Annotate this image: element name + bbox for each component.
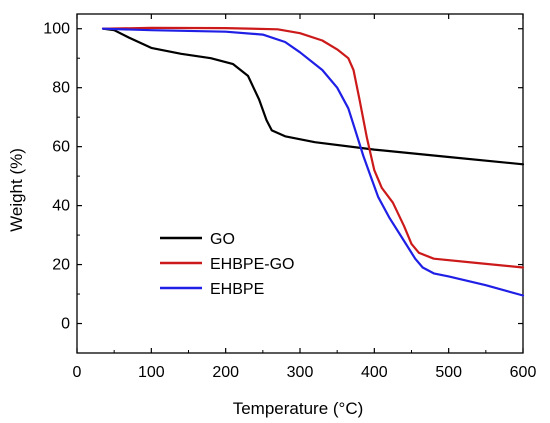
axes-group: 0 100 200 300 400 500 600 0 20 40 60 80 100 — [43, 13, 537, 381]
legend-label-go: GO — [210, 231, 235, 248]
series-group — [101, 26, 525, 297]
plot-frame — [76, 13, 524, 354]
x-tick-label: 300 — [287, 364, 314, 381]
x-tick-label: 100 — [138, 364, 165, 381]
y-tick-label: 40 — [52, 198, 70, 215]
x-tick-label: 0 — [73, 364, 82, 381]
legend-label-ehbpe: EHBPE — [210, 281, 264, 298]
series-line-ehbpe-go — [101, 26, 525, 269]
y-axis-title: Weight (%) — [7, 148, 26, 232]
x-tick-label: 200 — [212, 364, 239, 381]
series-line-go — [101, 27, 525, 166]
x-axis-title: Temperature (°C) — [233, 399, 364, 418]
x-tick-label: 600 — [510, 364, 537, 381]
y-tick-label: 60 — [52, 139, 70, 156]
x-tick-label: 400 — [361, 364, 388, 381]
y-tick-label: 100 — [43, 21, 70, 38]
y-tick-label: 80 — [52, 80, 70, 97]
legend: GO EHBPE-GO EHBPE — [160, 231, 294, 298]
y-tick-label: 0 — [61, 316, 70, 333]
legend-label-ehbpe-go: EHBPE-GO — [210, 256, 294, 273]
series-line-ehbpe — [101, 27, 525, 297]
y-tick-label: 20 — [52, 257, 70, 274]
x-tick-label: 500 — [435, 364, 462, 381]
